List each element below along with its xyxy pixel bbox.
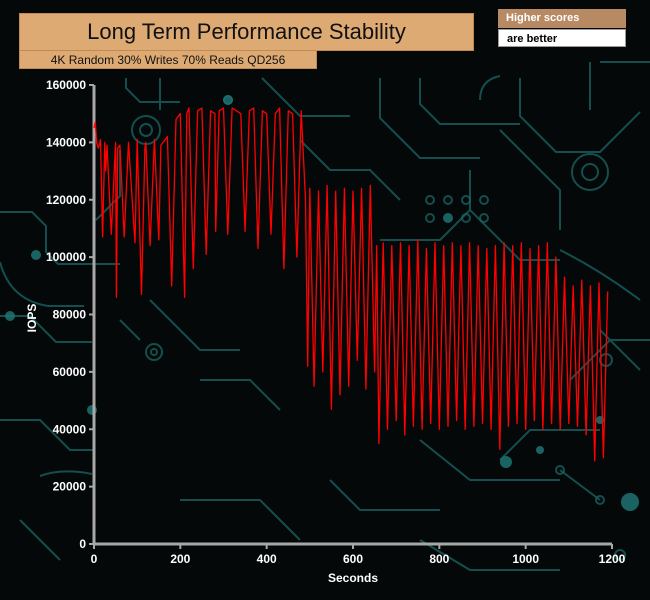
- x-ticks: 0 200 400 600 800 1000 1200: [91, 544, 626, 566]
- x-tick-label: 0: [91, 552, 98, 566]
- x-axis-title: Seconds: [328, 571, 378, 585]
- x-tick-label: 800: [429, 552, 449, 566]
- circuit-nodes: [131, 95, 626, 561]
- chart-title: Long Term Performance Stability: [19, 13, 474, 51]
- circuit-dots: [5, 95, 639, 511]
- y-tick-label: 0: [79, 537, 86, 551]
- x-tick-label: 600: [343, 552, 363, 566]
- x-tick-label: 200: [170, 552, 190, 566]
- y-axis-title: IOPS: [25, 304, 39, 333]
- x-tick-label: 400: [257, 552, 277, 566]
- y-tick-label: 120000: [46, 193, 86, 207]
- are-better-note: are better: [498, 29, 626, 47]
- y-tick-label: 100000: [46, 250, 86, 264]
- chart-subtitle: 4K Random 30% Writes 70% Reads QD256: [19, 50, 317, 69]
- y-tick-label: 80000: [53, 308, 87, 322]
- y-tick-label: 40000: [53, 422, 87, 436]
- y-tick-label: 140000: [46, 135, 86, 149]
- series-layer: [93, 107, 609, 462]
- circuit-background: [0, 61, 650, 571]
- x-tick-label: 1200: [599, 552, 626, 566]
- y-tick-label: 160000: [46, 78, 86, 92]
- x-tick-label: 1000: [512, 552, 539, 566]
- y-ticks: 0 20000 40000 60000 80000 100000 120000 140000 1…: [46, 78, 94, 551]
- axes: [92, 85, 612, 546]
- higher-scores-note: Higher scores: [498, 9, 626, 28]
- series-line-0: [93, 107, 609, 462]
- y-tick-label: 60000: [53, 365, 87, 379]
- y-tick-label: 20000: [53, 480, 87, 494]
